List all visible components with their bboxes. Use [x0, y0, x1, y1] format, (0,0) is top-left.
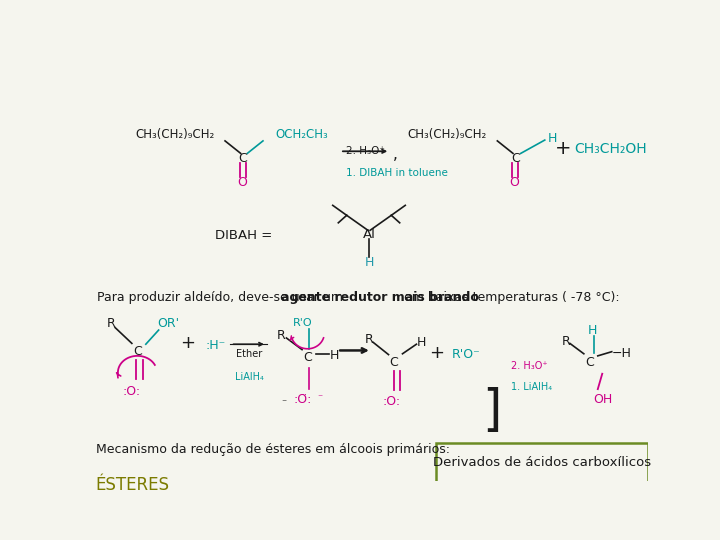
Text: R: R — [364, 333, 374, 346]
Text: :O:: :O: — [123, 384, 141, 397]
FancyBboxPatch shape — [436, 443, 648, 483]
Text: R'O⁻: R'O⁻ — [451, 348, 480, 361]
Text: :O:: :O: — [382, 395, 400, 408]
Text: OCH₂CH₃: OCH₂CH₃ — [275, 128, 328, 141]
Text: ⁻: ⁻ — [318, 394, 323, 404]
Text: OR': OR' — [157, 317, 179, 330]
Text: LiAlH₄: LiAlH₄ — [235, 372, 264, 382]
Text: CH₃CH₂OH: CH₃CH₂OH — [575, 142, 647, 156]
Text: −H: −H — [612, 347, 631, 360]
Text: H: H — [330, 349, 339, 362]
Text: ,: , — [392, 147, 397, 161]
Text: ]: ] — [482, 387, 501, 435]
Text: ⁻: ⁻ — [282, 399, 287, 409]
Text: C: C — [133, 345, 142, 358]
Text: C: C — [303, 352, 312, 365]
Text: 2. H₃O⁺: 2. H₃O⁺ — [511, 361, 548, 372]
Text: :Ö:: :Ö: — [294, 393, 312, 406]
Text: CH₃(CH₂)₉CH₂: CH₃(CH₂)₉CH₂ — [408, 128, 487, 141]
Text: C: C — [585, 356, 594, 369]
Text: OH: OH — [594, 393, 613, 406]
Text: R: R — [562, 335, 570, 348]
Text: CH₃(CH₂)₉CH₂: CH₃(CH₂)₉CH₂ — [135, 128, 215, 141]
Text: Mecanismo da redução de ésteres em álcoois primários:: Mecanismo da redução de ésteres em álcoo… — [96, 443, 449, 456]
Text: R: R — [107, 317, 115, 330]
Text: Derivados de ácidos carboxílicos: Derivados de ácidos carboxílicos — [433, 456, 651, 469]
Text: C: C — [510, 152, 520, 165]
Text: em baixas temperaturas ( -78 °C):: em baixas temperaturas ( -78 °C): — [400, 292, 620, 305]
Text: Ether: Ether — [236, 349, 262, 359]
Text: C: C — [238, 152, 247, 165]
Text: C: C — [390, 356, 398, 369]
Text: 1. LiAlH₄: 1. LiAlH₄ — [511, 382, 552, 392]
Text: +: + — [180, 334, 195, 353]
Text: H: H — [416, 336, 426, 349]
Text: R: R — [276, 328, 285, 342]
Text: Al: Al — [363, 228, 375, 241]
Text: agente redutor mais brando: agente redutor mais brando — [282, 292, 480, 305]
Text: 1. DIBAH in toluene: 1. DIBAH in toluene — [346, 168, 447, 178]
Text: 2. H₃O⁺: 2. H₃O⁺ — [346, 146, 384, 156]
Text: :H⁻: :H⁻ — [205, 339, 225, 352]
Text: O: O — [237, 176, 247, 189]
Text: ÉSTERES: ÉSTERES — [96, 476, 170, 494]
Text: Para produzir aldeído, deve-se usar um: Para produzir aldeído, deve-se usar um — [97, 292, 347, 305]
Text: R'O: R'O — [293, 318, 313, 328]
Text: O: O — [509, 176, 519, 189]
Text: +: + — [430, 344, 444, 362]
Text: H: H — [588, 325, 597, 338]
Text: DIBAH =: DIBAH = — [215, 229, 272, 242]
Text: H: H — [548, 132, 557, 145]
Text: H: H — [364, 256, 374, 269]
Text: +: + — [555, 139, 572, 158]
